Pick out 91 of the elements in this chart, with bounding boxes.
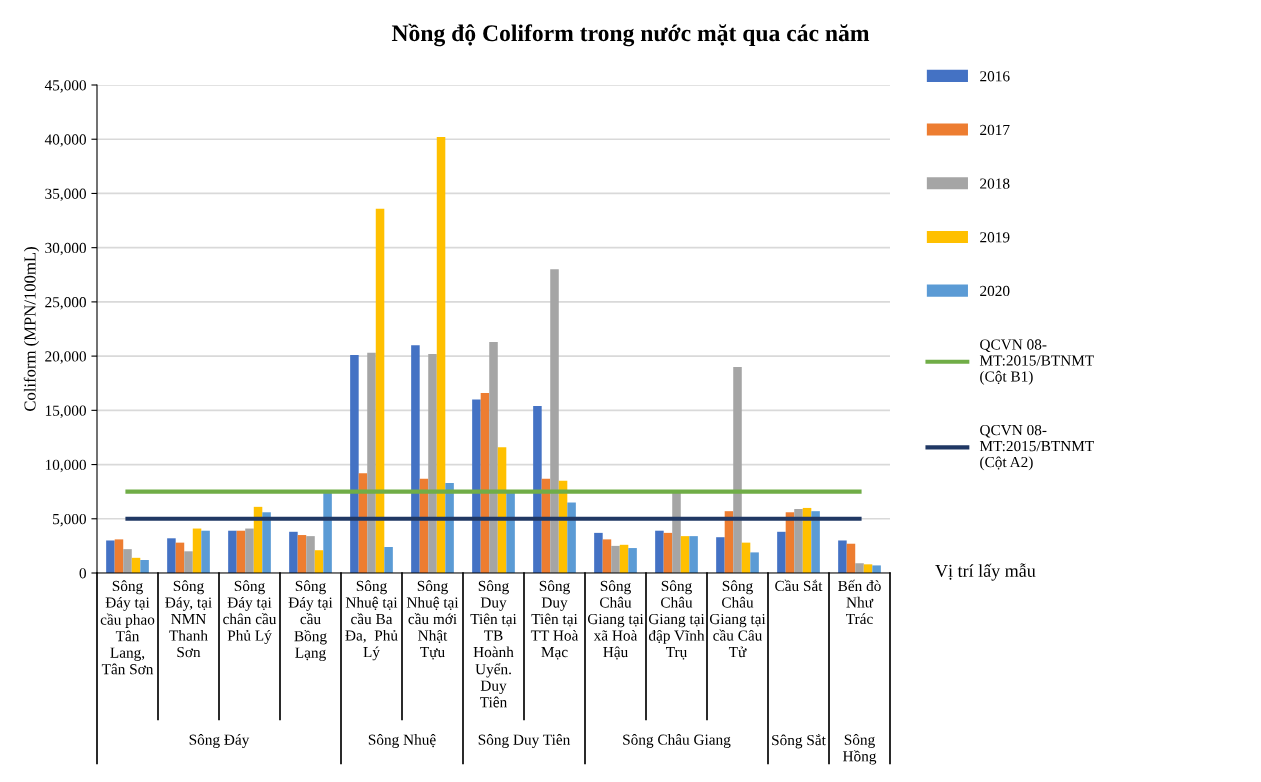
x-tick-label: Sông Đáy tại chân cầu Phủ Lý — [223, 580, 277, 644]
bar — [872, 565, 881, 573]
bar — [201, 530, 210, 573]
x-tick-label: Sông Đáy, tại NMN Thanh Sơn — [165, 580, 212, 658]
y-tick-label: 30,000 — [45, 242, 86, 256]
bar — [855, 563, 864, 573]
bar — [167, 538, 176, 573]
bar — [140, 559, 149, 573]
x-tick-label: Sông Đáy tại cầu phao Tân Lang, Tân Sơn — [100, 580, 155, 675]
x-axis-title: Vị trí lấy mẫu — [935, 563, 1036, 581]
x-tick-label: Sông Duy Tiên tại TB Hoành Uyển. Duy Tiên — [470, 580, 517, 708]
bar — [306, 536, 315, 573]
bar — [245, 528, 254, 573]
bar — [384, 546, 393, 573]
bar — [846, 543, 856, 573]
y-tick-label: 40,000 — [44, 134, 86, 147]
text: Sông Sắt — [772, 734, 826, 749]
text: Sông Đáy — [189, 734, 250, 748]
bar — [611, 545, 620, 573]
legend-label: 2017 — [980, 124, 1010, 136]
bar — [663, 532, 673, 573]
bar — [175, 542, 185, 573]
x-tick-label: Sông Đáy tại cầu Bồng Lạng — [288, 580, 333, 661]
bar — [716, 537, 725, 573]
legend-label: 2020 — [980, 285, 1010, 297]
bar — [672, 491, 681, 573]
bar — [262, 512, 271, 573]
legend-label: QCVN 08- MT:2015/BTNMT (Cột A2) — [979, 424, 1094, 471]
bar — [838, 540, 847, 573]
bar — [506, 492, 515, 573]
y-axis-title: Coliform (MPN/100mL) — [23, 247, 40, 411]
y-tick-label: 10,000 — [45, 459, 86, 473]
bar — [655, 530, 664, 573]
bar — [123, 549, 132, 573]
bar — [350, 355, 359, 573]
y-tick-label: 15,000 — [45, 405, 86, 418]
bar — [594, 532, 603, 573]
bar — [550, 269, 559, 573]
bar — [567, 502, 576, 573]
bar — [811, 511, 820, 573]
bar — [375, 208, 385, 573]
bar — [184, 551, 193, 573]
legend-label: 2018 — [980, 178, 1010, 189]
bar — [228, 530, 237, 573]
chart-title: Nồng độ Coliform trong nước mặt qua các năm — [391, 23, 870, 47]
y-tick-label: 0 — [79, 568, 86, 579]
y-tick-label: 35,000 — [45, 188, 86, 202]
bar — [289, 531, 298, 573]
y-tick-label: 25,000 — [45, 297, 86, 310]
bar — [411, 345, 420, 573]
bar — [323, 491, 332, 573]
x-tick-label: Bến đò Như Trác — [838, 579, 881, 625]
x-tick-label: Sông Châu Giang tại xã Hoà Hậu — [587, 580, 644, 660]
y-tick-label: 20,000 — [45, 351, 86, 364]
bar — [619, 544, 629, 573]
x-tick-label: Sông Duy Tiên tại TT Hoà Mạc — [530, 580, 579, 660]
bar — [367, 352, 376, 573]
x-tick-label: Sông Nhuệ tại cầu mới Nhật Tựu — [406, 580, 459, 660]
text: Sông Nhuệ — [368, 734, 436, 748]
x-tick-label: Sông Châu Giang tại đập Vĩnh Trụ — [648, 580, 705, 660]
bar — [750, 552, 759, 573]
bar — [236, 530, 246, 573]
bar — [489, 342, 498, 573]
x-tick-label: Sông Châu Giang tại cầu Câu Tử — [709, 580, 766, 658]
bar — [628, 548, 637, 573]
text: Sông Châu Giang — [623, 734, 731, 748]
bar — [106, 540, 115, 573]
bar — [794, 509, 803, 573]
bar — [114, 539, 124, 573]
bar — [436, 137, 446, 573]
legend-label: 2016 — [980, 71, 1010, 82]
bar — [472, 399, 481, 573]
bar — [428, 353, 437, 573]
bar — [680, 536, 690, 573]
bar — [297, 535, 307, 573]
bar — [777, 531, 786, 573]
x-tick-label: Sông Nhuệ tại cầu Ba Đa, Phủ Lý — [345, 580, 398, 661]
text: Sông Hồng — [842, 734, 877, 765]
bar — [533, 406, 542, 573]
y-tick-label: 45,000 — [44, 80, 86, 93]
bar — [741, 542, 751, 573]
bar — [689, 536, 698, 573]
bar — [192, 528, 202, 573]
bar — [314, 550, 324, 573]
legend-label: 2019 — [980, 232, 1010, 243]
bar — [602, 539, 612, 573]
text: Sông Duy Tiên — [478, 734, 571, 748]
y-tick-label: 5,000 — [53, 513, 86, 527]
legend-label: QCVN 08- MT:2015/BTNMT (Cột B1) — [979, 339, 1094, 385]
bar — [733, 366, 742, 573]
x-tick-label: Cầu Sắt — [775, 579, 823, 592]
